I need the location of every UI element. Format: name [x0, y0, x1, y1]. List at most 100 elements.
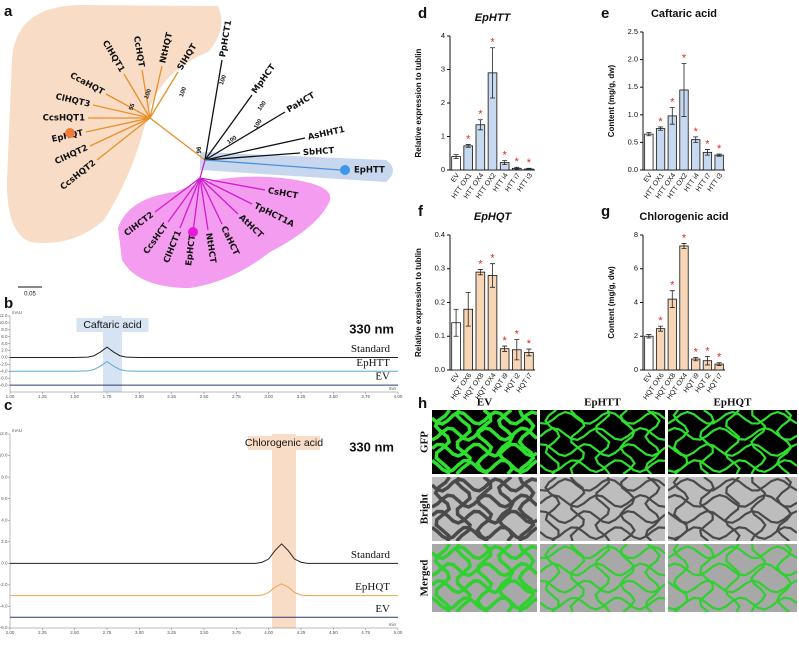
branch: [199, 177, 253, 205]
y-tick-label: 10.0: [0, 320, 8, 325]
cell-outline: [619, 477, 636, 541]
bar: [679, 245, 689, 371]
trace-label: EV: [375, 603, 390, 615]
cell-outline: [540, 579, 665, 594]
x-tick-label: 4.75: [361, 630, 370, 635]
cell-outline: [433, 477, 452, 541]
cell-outline: [698, 544, 715, 612]
bootstrap-value: 96: [194, 147, 200, 154]
bar: [487, 275, 498, 371]
x-tick-label: 3.50: [329, 394, 338, 399]
chart-title: Caftaric acid: [651, 8, 717, 20]
x-tick-label: 4.00: [394, 394, 403, 399]
branch: [141, 69, 151, 119]
bar: [644, 133, 654, 171]
branch: [149, 117, 206, 161]
branch: [199, 177, 223, 225]
bootstrap-value: 100: [257, 100, 268, 112]
error-bar: [681, 243, 687, 249]
clade-highlight: [6, 5, 222, 244]
error-bar: [514, 339, 520, 361]
cell-outline: [644, 477, 661, 541]
peak-label: Caftaric acid: [83, 319, 142, 331]
cell-outline: [775, 477, 793, 541]
label-box: [76, 318, 149, 332]
row-label: Merged: [419, 560, 431, 597]
cell-outline: [544, 477, 561, 541]
y-tick-label: 0.0: [435, 365, 445, 374]
y-axis-label: Relative expression to tublin: [414, 248, 423, 357]
cell-outline: [475, 544, 494, 612]
bootstrap-value: 100: [179, 86, 188, 98]
bar: [644, 335, 654, 371]
y-tick-label: 6.0: [1, 496, 8, 501]
cell-outline: [569, 410, 586, 474]
x-tick-label: 2.25: [167, 394, 176, 399]
panel-letter: c: [4, 397, 12, 414]
x-tick-label: EV: [643, 372, 654, 384]
y-tick-label: 4.0: [1, 517, 8, 522]
leaf-label: EpHTT: [354, 166, 385, 176]
error-bar: [453, 154, 459, 160]
cell-outline: [540, 426, 665, 441]
branch: [149, 65, 163, 119]
branch: [149, 71, 179, 119]
panel-letter: f: [418, 203, 424, 220]
cell-outline: [668, 545, 797, 560]
y-tick-label: 2.5: [628, 27, 638, 36]
cell-outline: [775, 410, 793, 474]
significance-star: *: [503, 335, 508, 347]
significance-star: *: [694, 126, 699, 138]
y-tick-label: 0.4: [435, 230, 445, 239]
peak-band: [272, 434, 296, 628]
significance-star: *: [705, 138, 710, 150]
branch: [204, 137, 306, 161]
significance-star: *: [490, 253, 495, 265]
cell-outline: [668, 459, 797, 474]
bar: [655, 128, 666, 171]
error-bar: [453, 308, 459, 337]
branch: [96, 117, 151, 161]
branch: [204, 94, 253, 161]
significance-star: *: [717, 352, 722, 364]
column-label: EV: [477, 397, 492, 409]
y-tick-label: 2: [441, 98, 445, 107]
cell-outline: [540, 596, 665, 611]
micrograph: [540, 410, 665, 474]
cell-outline: [668, 579, 797, 594]
cell-outline: [496, 477, 515, 541]
y-tick-label: 4: [634, 297, 638, 306]
peak-label: Chlorogenic acid: [245, 437, 323, 449]
trace-label: EpHTT: [356, 357, 390, 369]
scale-label: 0.05: [24, 292, 36, 298]
y-axis-label: Content (mg/g, dw): [607, 266, 616, 339]
branch: [204, 111, 286, 161]
wavelength: 330 nm: [349, 439, 394, 454]
y-tick-label: 4: [441, 31, 445, 40]
x-tick-label: 3.00: [135, 630, 144, 635]
y-axis-unit: mAU: [12, 310, 22, 315]
y-tick-label: 0.3: [435, 264, 445, 273]
cell-outline: [724, 544, 741, 612]
micrograph: [668, 477, 797, 541]
cell-outline: [517, 544, 536, 612]
y-tick-label: 0.1: [435, 331, 445, 340]
cell-outline: [432, 544, 537, 561]
y-tick-label: 0: [441, 165, 445, 174]
y-tick-label: -8.0: [0, 382, 8, 387]
cell-outline: [432, 410, 537, 426]
y-tick-label: 6.0: [1, 334, 8, 339]
y-tick-label: 2.0: [1, 539, 8, 544]
panel-letter: h: [418, 395, 427, 412]
branch: [199, 177, 209, 231]
cell-outline: [540, 510, 665, 525]
error-bar: [490, 47, 495, 99]
cell-outline: [432, 579, 537, 595]
x-tick-label: 1.25: [38, 394, 47, 399]
trace-label: EV: [375, 371, 390, 383]
error-bar: [526, 167, 532, 171]
cell-outline: [668, 526, 797, 541]
error-bar: [465, 144, 471, 148]
cell-outline: [668, 509, 797, 524]
error-bar: [716, 362, 722, 366]
